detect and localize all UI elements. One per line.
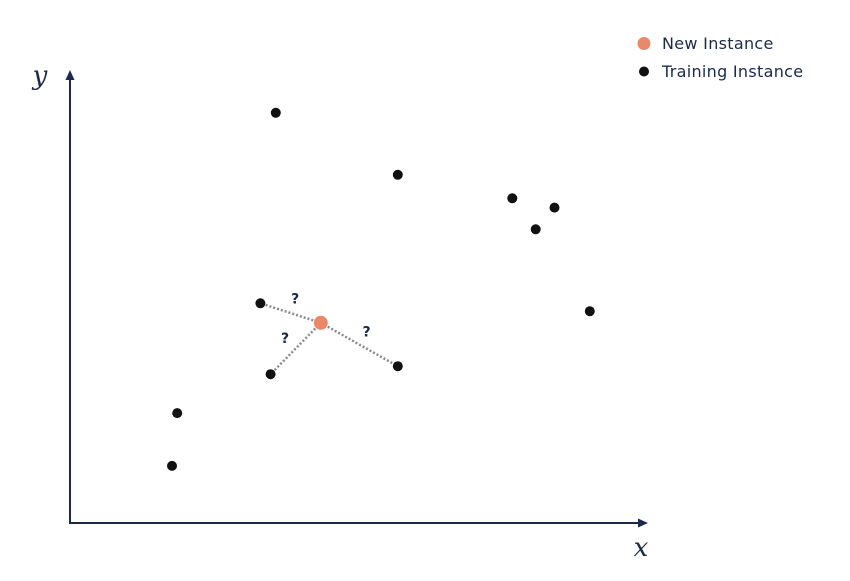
legend: New Instance Training Instance [637, 34, 803, 81]
axes: y x [32, 61, 649, 563]
training-point-5 [530, 224, 541, 235]
new-instance-point [313, 315, 328, 330]
training-point-7 [584, 306, 595, 317]
x-axis-arrow-icon [638, 518, 648, 528]
training-point-1 [270, 107, 281, 118]
training-point-8 [392, 361, 403, 372]
y-axis-label: y [32, 61, 48, 91]
training-point-3 [507, 193, 518, 204]
distance-line-1 [260, 302, 322, 324]
training-point-6 [255, 298, 266, 309]
training-point-2 [392, 169, 403, 180]
distance-line-2 [269, 321, 322, 376]
distance-label-3: ? [363, 324, 371, 340]
legend-new-instance-label: New Instance [662, 34, 774, 53]
distance-labels: ??? [281, 292, 371, 347]
distance-label-2: ? [281, 331, 289, 347]
points [167, 107, 595, 471]
training-point-9 [265, 369, 276, 380]
training-point-10 [172, 408, 183, 419]
legend-new-instance-marker [637, 37, 651, 50]
distance-label-1: ? [291, 292, 299, 308]
y-axis-arrow-icon [65, 70, 75, 80]
training-point-4 [549, 202, 560, 213]
training-point-11 [167, 460, 177, 471]
legend-training-instance-marker [639, 66, 649, 77]
x-axis-label: x [634, 533, 649, 563]
distance-lines [260, 302, 399, 376]
distance-line-3 [320, 321, 399, 368]
legend-training-instance-label: Training Instance [661, 62, 803, 81]
